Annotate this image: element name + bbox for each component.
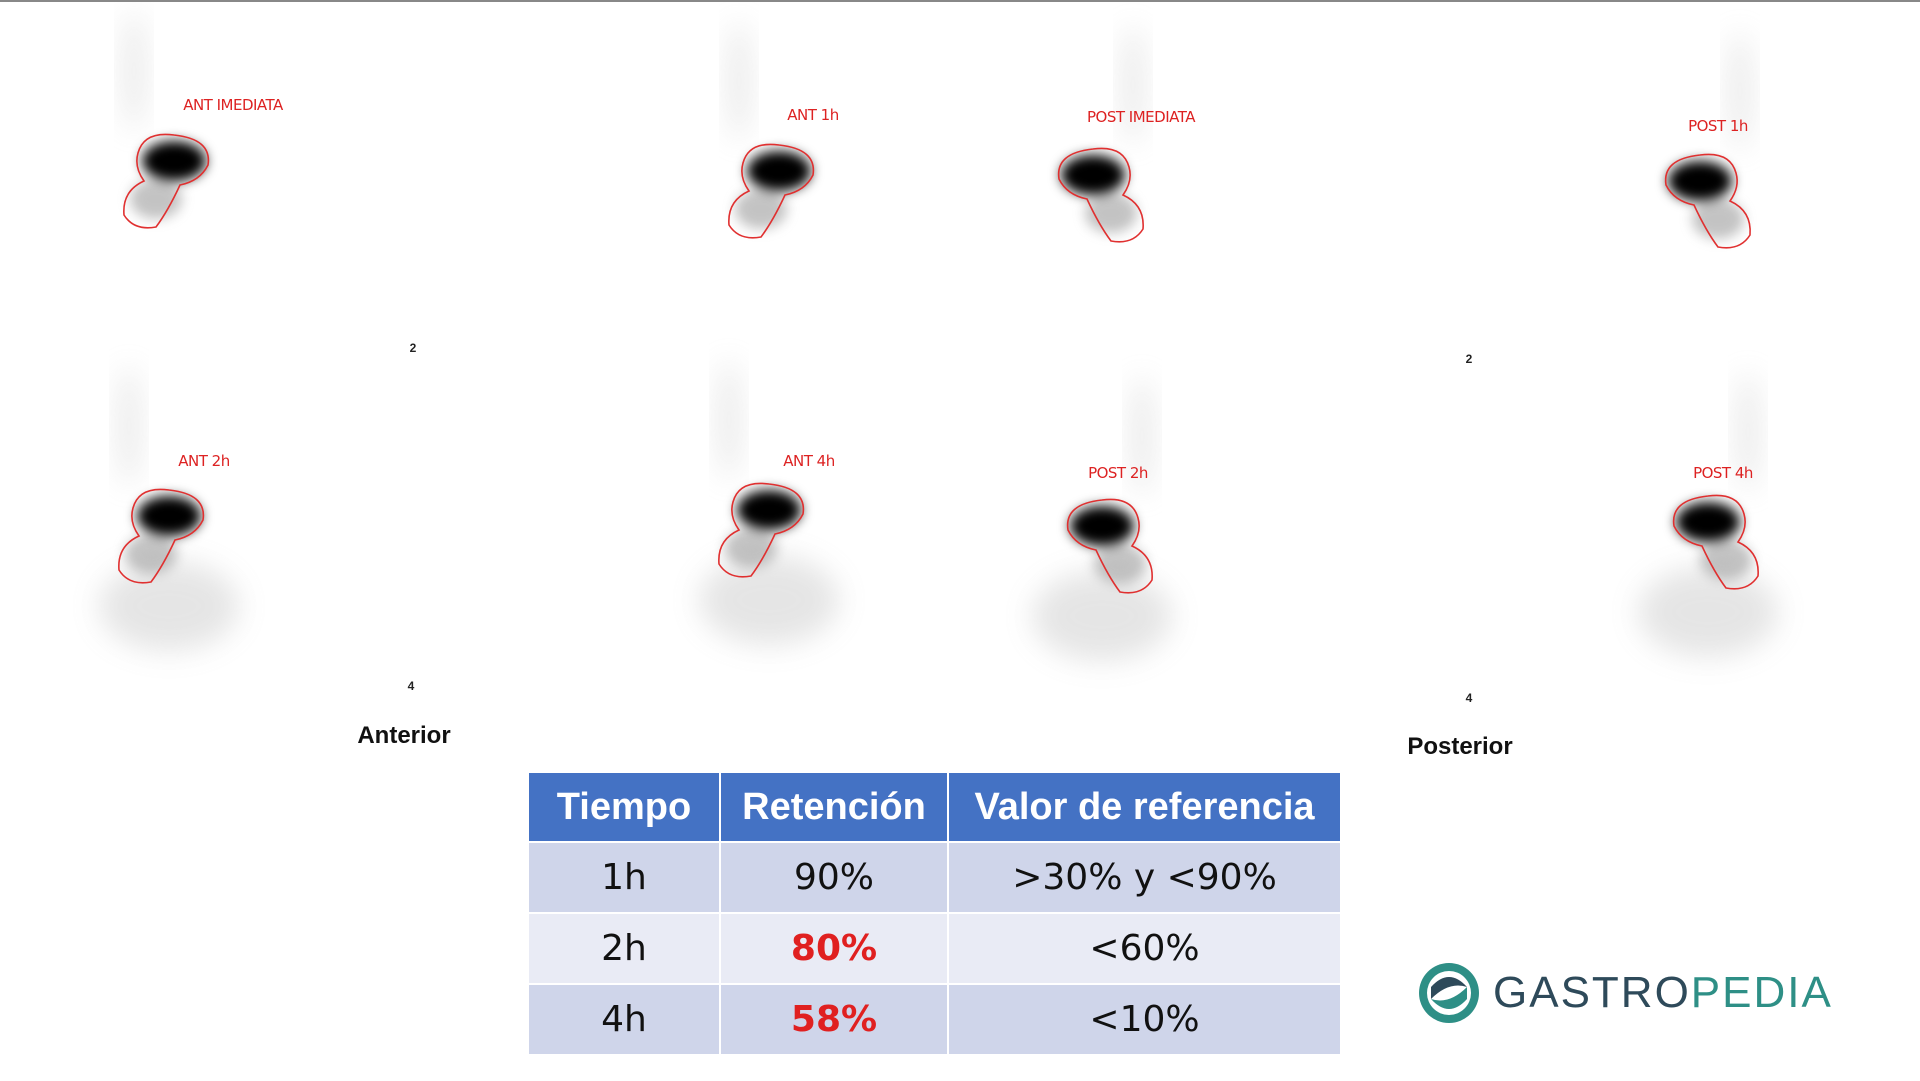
scan-shape [1672,494,1759,590]
scan-shape [123,133,210,229]
caption: Anterior [357,722,450,749]
scan-shape [1032,571,1172,661]
scan-shape [1070,506,1134,546]
scan-label: ANT 4h [783,452,834,470]
scan-shape [1692,199,1744,239]
scan-shape [728,143,815,239]
header-cell: Retención [719,771,949,843]
scans: ANT IMEDIATA ANT 1h POST IMEDIATA POST 1… [99,11,1778,760]
scan-shape [1085,193,1137,233]
marker: 2 [410,341,417,355]
marker: 2 [1466,352,1473,366]
cell: 1h [527,841,721,914]
scan-shape [735,189,787,229]
cell: <10% [947,983,1342,1056]
scan-shape [1738,372,1758,492]
scan-shape [729,21,749,141]
scan-shape [1066,498,1153,594]
cell: 80% [719,912,949,985]
cell: 2h [527,912,721,985]
scan-shape [1668,161,1732,201]
scan-label: POST 4h [1693,464,1753,482]
header-cell: Tiempo [527,771,721,843]
cell: 58% [719,983,949,1056]
retention-table: Tiempo Retención Valor de referencia 1h 90%… [527,771,1342,1056]
scan-shape [118,488,205,584]
header-cell: Valor de referencia [947,771,1342,843]
cell: <60% [947,912,1342,985]
logo-icon [1419,963,1479,1023]
scan-shape [137,496,201,536]
scan-shape [719,360,739,480]
scan-shape [737,490,801,530]
scan-shape [130,179,182,219]
logo: GASTROPEDIA [1413,957,1833,1029]
scan-label: POST 2h [1088,464,1148,482]
scan-shape [1123,25,1143,145]
scan-label: ANT IMEDIATA [183,96,284,114]
scan-shape [99,561,239,651]
scan-shape [1057,147,1144,243]
marker: 4 [408,679,415,693]
scan-label: ANT 2h [178,452,229,470]
scan-shape [119,366,139,486]
logo-text: PEDIA [1690,968,1833,1017]
scan-shape [1638,567,1778,657]
scan-shape [1061,155,1125,195]
scan-label: POST 1h [1688,117,1748,135]
cell: 4h [527,983,721,1056]
cell: >30% y <90% [947,841,1342,914]
scan-shape [124,11,144,131]
scan-shape [1664,153,1751,249]
scan-shape [1132,376,1152,496]
scan-shape [1676,502,1740,542]
logo-text: GASTRO [1493,968,1691,1017]
scan-shape [699,555,839,645]
scan-shape [142,141,206,181]
scan-shape [1730,31,1750,151]
marker: 4 [1466,691,1473,705]
scan-label: POST IMEDIATA [1087,108,1196,126]
caption: Posterior [1407,733,1512,760]
scan-label: ANT 1h [787,106,838,124]
scan-shape [747,151,811,191]
cell: 90% [719,841,949,914]
scan-shape [718,482,805,578]
